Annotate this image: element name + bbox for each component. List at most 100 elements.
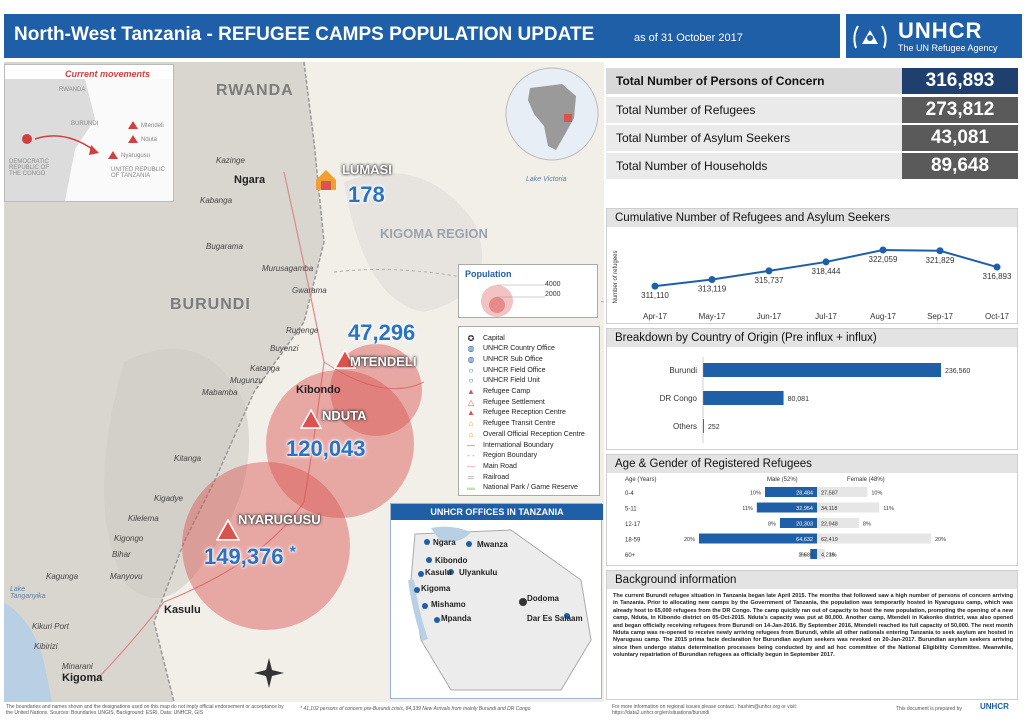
data-point[interactable] bbox=[936, 247, 944, 255]
legend-symbol-icon: ○ bbox=[468, 376, 474, 386]
town-label: Kilelema bbox=[128, 514, 159, 523]
kpi-refugees: Total Number of Refugees 273,812 bbox=[606, 97, 1018, 123]
legend-label: UNHCR Sub Office bbox=[483, 355, 543, 363]
legend-label: Railroad bbox=[483, 473, 510, 481]
male-value-label: 28,484 bbox=[796, 491, 813, 497]
city-kasulu: Kasulu bbox=[164, 604, 201, 616]
data-point[interactable] bbox=[765, 267, 773, 275]
office-label: Kibondo bbox=[435, 556, 468, 565]
bar[interactable] bbox=[703, 391, 784, 405]
female-bar[interactable] bbox=[817, 549, 825, 559]
kpi-value: 43,081 bbox=[902, 125, 1018, 151]
age-gender-chart[interactable]: Age (Years) Male (52%) Female (48%) 0-4 28,4… bbox=[607, 473, 1017, 565]
legend-label: Refugee Reception Centre bbox=[483, 409, 566, 417]
footer-credit-org: UNHCR bbox=[980, 702, 1009, 711]
origin-chart-title: Breakdown by Country of Origin (Pre infl… bbox=[607, 329, 1017, 347]
cumulative-line-chart[interactable]: Number of refugees 311,110 Apr-17 313,119 Ma… bbox=[607, 227, 1017, 323]
town-label: Minarani bbox=[62, 662, 93, 671]
data-label: 311,110 bbox=[641, 291, 669, 300]
female-pct-label: 10% bbox=[871, 491, 882, 497]
legend-label: Refugee Camp bbox=[483, 388, 531, 395]
female-pct-label: 1% bbox=[829, 553, 837, 559]
background-panel: Background information The current Burun… bbox=[606, 570, 1018, 700]
kpi-label: Total Number of Refugees bbox=[616, 103, 756, 117]
data-label: 321,829 bbox=[926, 256, 955, 265]
kpi-value: 89,648 bbox=[902, 153, 1018, 179]
male-value-label: 64,632 bbox=[796, 537, 813, 543]
population-legend-value: 2000 bbox=[545, 291, 561, 298]
legend-symbol-icon: - - bbox=[467, 451, 475, 461]
data-point[interactable] bbox=[879, 246, 887, 254]
data-label: 313,119 bbox=[698, 285, 727, 294]
bar-value-label: 80,081 bbox=[788, 396, 810, 403]
title-main: REFUGEE CAMPS POPULATION UPDATE bbox=[218, 24, 595, 45]
legend-symbol-icon: ○ bbox=[468, 365, 474, 375]
city-ngara: Ngara bbox=[234, 174, 266, 186]
legend-item: ▲ Refugee Camp bbox=[465, 387, 530, 397]
bar-value-label: 252 bbox=[708, 424, 720, 431]
inset-label: UNITED REPUBLIC OF TANZANIA bbox=[111, 167, 166, 179]
country-label-rwanda: RWANDA bbox=[216, 82, 294, 99]
town-label: Bugarama bbox=[206, 242, 243, 251]
male-bar[interactable] bbox=[764, 487, 817, 497]
office-label: Kigoma bbox=[421, 584, 451, 593]
population-legend-title: Population bbox=[465, 269, 512, 279]
camp-tent-icon bbox=[334, 348, 356, 369]
legend-item: ✪ Capital bbox=[465, 333, 505, 343]
female-pct-label: 11% bbox=[883, 506, 894, 512]
male-value-label: 32,954 bbox=[796, 506, 813, 512]
female-bar[interactable] bbox=[817, 502, 880, 513]
footer: The boundaries and names shown and the d… bbox=[0, 702, 1024, 725]
legend-label: Refugee Transit Centre bbox=[483, 420, 556, 428]
camp-population-mtendeli: 47,296 bbox=[348, 320, 416, 345]
data-point[interactable] bbox=[708, 276, 716, 284]
male-bar[interactable] bbox=[779, 518, 817, 528]
age-group-label: 12-17 bbox=[625, 522, 641, 528]
town-label: Kabanga bbox=[200, 196, 233, 205]
age-column-header: Age (Years) bbox=[625, 477, 656, 483]
camp-name-mtendeli: MTENDELI bbox=[350, 354, 417, 369]
kpi-label: Total Number of Asylum Seekers bbox=[616, 131, 791, 145]
female-bar[interactable] bbox=[817, 518, 859, 528]
nyarugusu-note-marker: * bbox=[289, 544, 296, 561]
legend-symbol-icon: ▲ bbox=[467, 408, 475, 418]
inset-label: BURUNDI bbox=[71, 121, 99, 127]
logo-name: UNHCR bbox=[898, 18, 983, 43]
female-bar[interactable] bbox=[817, 533, 931, 544]
legend-item: ◍ UNHCR Country Office bbox=[465, 344, 555, 354]
compass-icon bbox=[254, 658, 284, 688]
inset-title: Current movements bbox=[65, 69, 151, 79]
town-label: Kigongo bbox=[114, 534, 144, 543]
legend-item: ⌂ Refugee Transit Centre bbox=[465, 419, 556, 429]
male-bar[interactable] bbox=[810, 549, 817, 559]
town-label: Mabamba bbox=[202, 388, 238, 397]
female-bar[interactable] bbox=[817, 487, 868, 497]
data-point[interactable] bbox=[651, 282, 659, 290]
legend-label: Main Road bbox=[483, 462, 517, 470]
lake-victoria-label: Lake Victoria bbox=[526, 176, 567, 183]
page-title: North-West Tanzania - REFUGEE CAMPS POPU… bbox=[14, 24, 594, 46]
male-bar[interactable] bbox=[756, 502, 817, 513]
origin-bar-chart[interactable]: Burundi 236,560 DR Congo 80,081 Others 252 bbox=[607, 347, 1017, 449]
town-label: Mugunzu bbox=[230, 376, 263, 385]
camp-name-nyarugusu: NYARUGUSU bbox=[238, 512, 321, 527]
bar[interactable] bbox=[703, 363, 941, 377]
background-text: The current Burundi refugee situation in… bbox=[613, 593, 1013, 659]
age-gender-panel: Age & Gender of Registered Refugees Age … bbox=[606, 454, 1018, 566]
footer-credit: This document is prepared by bbox=[896, 706, 962, 712]
office-label: Mpanda bbox=[441, 614, 472, 623]
camp-population-nduta: 120,043 bbox=[286, 436, 366, 461]
data-point[interactable] bbox=[822, 258, 830, 266]
footer-note: * 41,102 persons of concern pre-Burundi … bbox=[300, 706, 531, 712]
legend-item: ○ UNHCR Field Unit bbox=[465, 376, 540, 386]
bar[interactable] bbox=[703, 419, 704, 433]
male-bar[interactable] bbox=[699, 533, 817, 544]
legend-symbol-icon: ✪ bbox=[467, 333, 475, 343]
title-prefix: North-West Tanzania - bbox=[14, 24, 219, 45]
legend-label: Overall Official Reception Centre bbox=[483, 430, 585, 438]
unhcr-logo: UNHCR The UN Refugee Agency bbox=[846, 14, 1022, 58]
legend-item: ▬ National Park / Game Reserve bbox=[465, 483, 578, 493]
data-point[interactable] bbox=[993, 263, 1001, 271]
offices-title: UNHCR OFFICES IN TANZANIA bbox=[391, 504, 603, 520]
map-legend: ✪ Capital ◍ UNHCR Country Office ◍ UNHCR Sub … bbox=[458, 326, 600, 496]
